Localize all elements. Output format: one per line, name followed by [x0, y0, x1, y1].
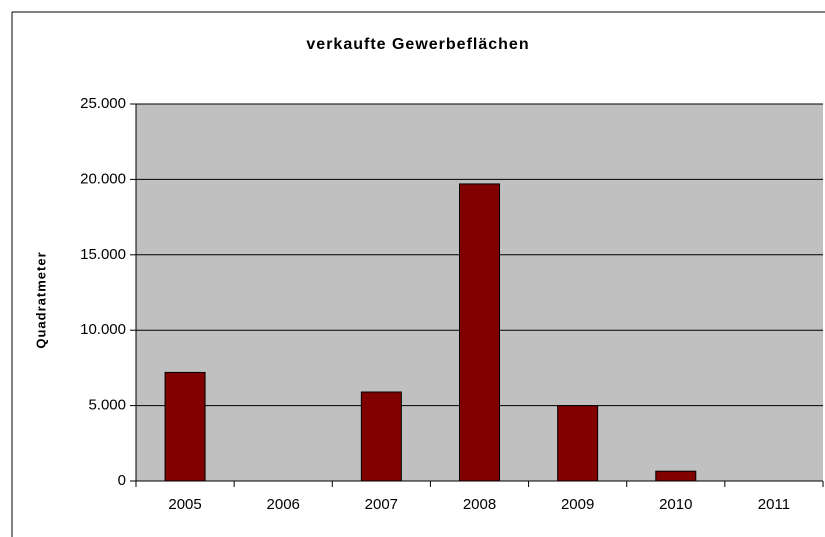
y-tick-label: 5.000 [88, 397, 126, 414]
y-tick-label: 25.000 [80, 95, 126, 112]
x-tick-label: 2005 [168, 496, 201, 513]
y-tick-label: 0 [118, 472, 126, 489]
bar [655, 470, 697, 482]
bar [164, 371, 206, 482]
x-tick-label: 2006 [267, 496, 300, 513]
chart-title: verkaufte Gewerbeflächen [306, 36, 529, 53]
x-tick-label: 2011 [758, 496, 790, 513]
y-tick-label: 15.000 [80, 246, 126, 263]
x-tick-label: 2008 [463, 496, 496, 513]
x-tick-label: 2007 [365, 496, 398, 513]
y-axis-label: Quadratmeter [33, 251, 48, 348]
x-tick-label: 2009 [561, 496, 594, 513]
bar [557, 405, 599, 482]
x-tick-label: 2010 [659, 496, 692, 513]
y-tick-label: 10.000 [80, 321, 126, 338]
y-tick-label: 20.000 [80, 170, 126, 187]
bar [360, 391, 402, 482]
bar [459, 183, 500, 482]
